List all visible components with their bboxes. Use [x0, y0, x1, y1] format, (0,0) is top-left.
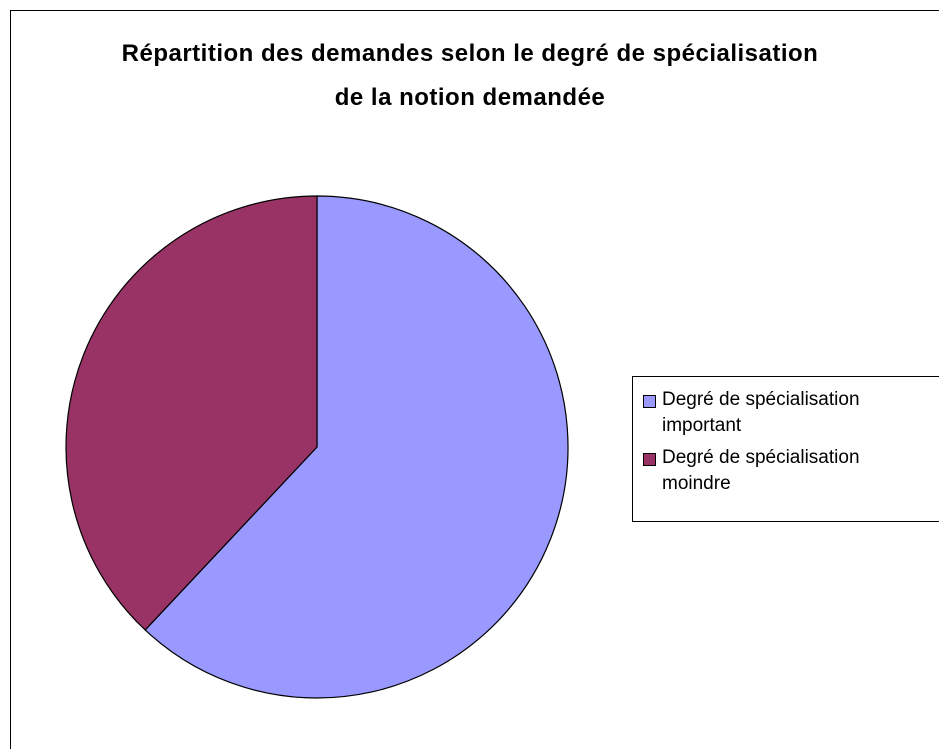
- pie-slice: [144, 195, 569, 699]
- legend-item: Degré de spécialisation important: [643, 387, 939, 439]
- legend-swatch: [643, 395, 656, 408]
- legend-swatch: [643, 453, 656, 466]
- legend: Degré de spécialisation important Degré d…: [632, 376, 939, 522]
- chart-title: Répartition des demandes selon le degré …: [121, 40, 819, 111]
- legend-label: Degré de spécialisation important: [662, 389, 860, 436]
- legend-item: Degré de spécialisation moindre: [643, 445, 939, 497]
- legend-label: Degré de spécialisation moindre: [662, 447, 860, 494]
- chart-frame: [10, 10, 939, 749]
- pie-slice: [65, 195, 318, 631]
